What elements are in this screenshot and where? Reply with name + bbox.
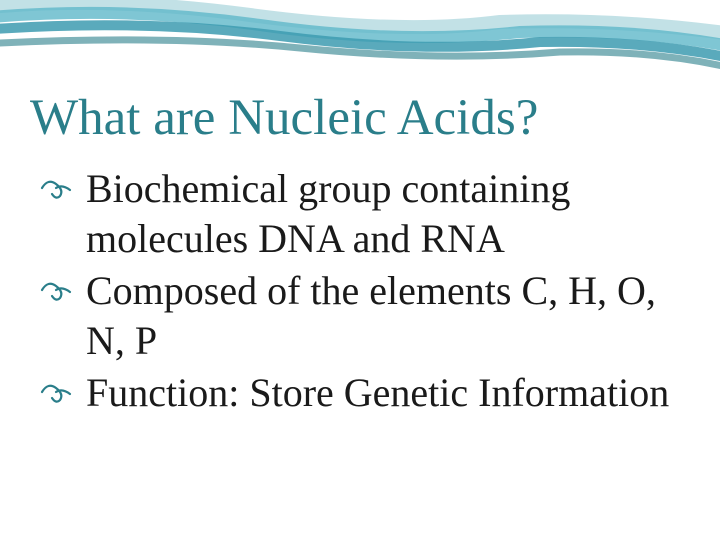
- slide-content: What are Nucleic Acids? Biochemical grou…: [0, 0, 720, 450]
- bullet-item: Function: Store Genetic Information: [38, 368, 690, 418]
- slide-title: What are Nucleic Acids?: [30, 90, 690, 146]
- bullet-glyph-icon: [38, 170, 74, 213]
- bullet-text: Composed of the elements C, H, O, N, P: [86, 268, 656, 363]
- bullet-list: Biochemical group containing molecules D…: [30, 164, 690, 418]
- bullet-text: Biochemical group containing molecules D…: [86, 166, 570, 261]
- bullet-item: Composed of the elements C, H, O, N, P: [38, 266, 690, 366]
- bullet-glyph-icon: [38, 272, 74, 315]
- bullet-glyph-icon: [38, 374, 74, 417]
- bullet-item: Biochemical group containing molecules D…: [38, 164, 690, 264]
- bullet-text: Function: Store Genetic Information: [86, 370, 669, 415]
